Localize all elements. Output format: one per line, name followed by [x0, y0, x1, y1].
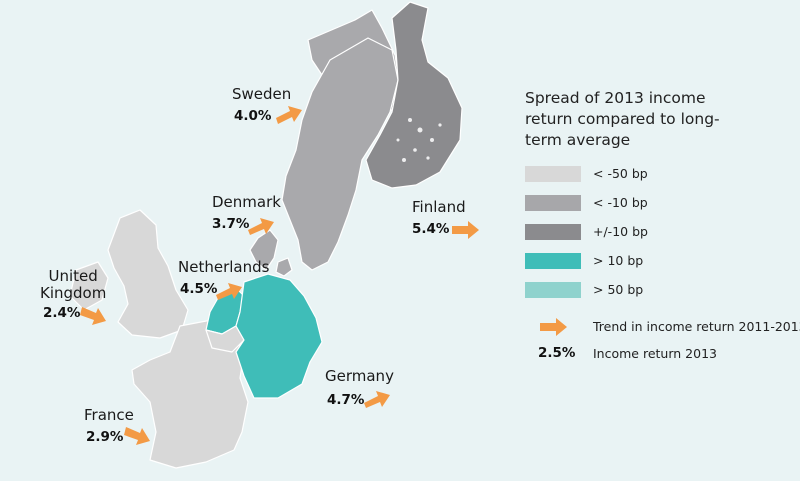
finland-trend-arrow-icon [452, 221, 479, 239]
finland-lakes [396, 118, 442, 162]
legend-swatch [525, 224, 581, 240]
uk-shape [107, 209, 189, 339]
uk-label: United Kingdom [40, 267, 107, 302]
germany-value: 4.7% [327, 392, 365, 408]
uk-trend-arrow-icon [80, 307, 106, 325]
france-label: France [84, 406, 134, 424]
legend-label: < -10 bp [593, 195, 648, 210]
finland-value: 5.4% [412, 221, 450, 237]
netherlands-label: Netherlands [178, 258, 270, 276]
legend-label: > 10 bp [593, 253, 644, 268]
legend-trend-arrow-icon [540, 318, 567, 336]
sweden-value: 4.0% [234, 108, 272, 124]
sweden-shape [281, 37, 399, 271]
denmark-trend-arrow-icon [248, 218, 274, 235]
legend-label: > 50 bp [593, 282, 644, 297]
ireland-shape [69, 261, 109, 311]
finland-label: Finland [412, 198, 466, 216]
uk-value: 2.4% [43, 305, 81, 321]
legend-sample-value: 2.5% [538, 345, 576, 361]
legend-label: +/-10 bp [593, 224, 648, 239]
legend-label: < -50 bp [593, 166, 648, 181]
legend-income-label: Income return 2013 [593, 346, 717, 361]
germany-label: Germany [325, 367, 394, 385]
sweden-trend-arrow-icon [276, 106, 302, 124]
legend-title: Spread of 2013 income return compared to… [525, 89, 720, 149]
legend-swatch [525, 282, 581, 298]
denmark-shape [249, 229, 279, 271]
denmark-island-shape [275, 257, 293, 277]
legend-trend-label: Trend in income return 2011-2013 [593, 319, 800, 334]
netherlands-value: 4.5% [180, 281, 218, 297]
finland-shape [365, 1, 463, 189]
netherlands-trend-arrow-icon [216, 283, 242, 300]
france-value: 2.9% [86, 429, 124, 445]
legend-swatch [525, 166, 581, 182]
sweden-label: Sweden [232, 85, 292, 103]
legend-swatch [525, 253, 581, 269]
germany-trend-arrow-icon [364, 391, 390, 408]
denmark-label: Denmark [212, 193, 281, 211]
legend-swatch [525, 195, 581, 211]
france-trend-arrow-icon [124, 427, 150, 445]
germany-shape [235, 273, 323, 399]
denmark-value: 3.7% [212, 216, 250, 232]
